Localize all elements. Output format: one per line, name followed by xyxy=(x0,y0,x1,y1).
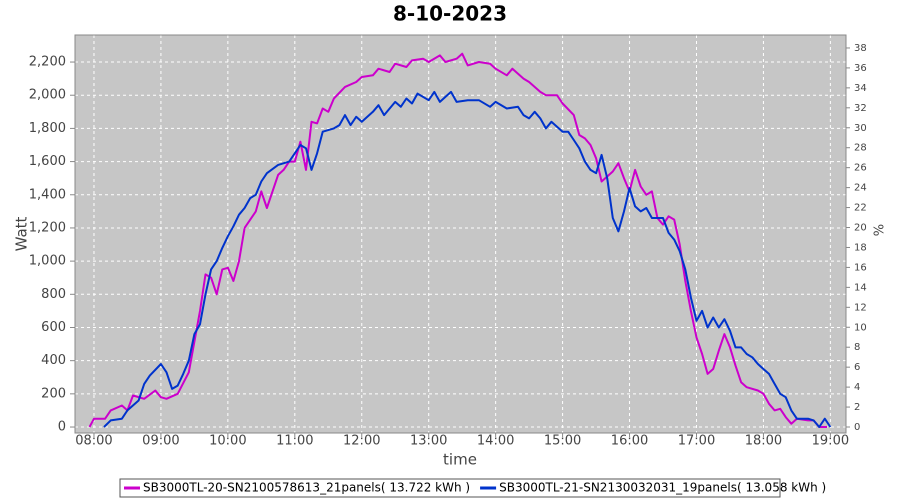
grid xyxy=(75,35,846,433)
x-tick-label: 09:00 xyxy=(142,434,179,449)
y2-tick-label: 14 xyxy=(854,282,867,293)
y-tick-label: 2,200 xyxy=(29,55,66,70)
y2-tick-label: 0 xyxy=(854,422,860,433)
y2-tick-label: 32 xyxy=(854,103,867,114)
chart-title: 8-10-2023 xyxy=(393,2,507,26)
y2-tick-label: 10 xyxy=(854,322,867,333)
y2-tick-label: 34 xyxy=(854,83,867,94)
y-tick-label: 1,400 xyxy=(29,187,66,202)
y-tick-label: 600 xyxy=(41,320,66,335)
y2-tick-label: 2 xyxy=(854,402,860,413)
x-tick-label: 13:00 xyxy=(410,434,447,449)
series-line xyxy=(88,52,827,428)
y2-tick-label: 26 xyxy=(854,163,867,174)
x-tick-label: 19:00 xyxy=(812,434,849,449)
y-tick-label: 800 xyxy=(41,287,66,302)
legend-label: SB3000TL-21-SN2130032031_19panels( 13.05… xyxy=(499,481,826,495)
y2-tick-label: 22 xyxy=(854,203,867,214)
y-tick-label: 200 xyxy=(41,386,66,401)
legend-label: SB3000TL-20-SN2100578613_21panels( 13.72… xyxy=(143,481,470,495)
y2-tick-label: 30 xyxy=(854,123,867,134)
y2-tick-label: 24 xyxy=(854,183,867,194)
y2-tick-label: 18 xyxy=(854,242,867,253)
series-line xyxy=(103,90,832,428)
legend xyxy=(119,478,781,498)
y-tick-label: 0 xyxy=(58,420,66,435)
y2-tick-label: 6 xyxy=(854,362,860,373)
x-tick-label: 16:00 xyxy=(611,434,648,449)
y2-tick-label: 38 xyxy=(854,43,867,54)
lines xyxy=(88,52,832,428)
y2-axis-label: % xyxy=(873,224,888,236)
y2-tick-label: 36 xyxy=(854,63,867,74)
x-tick-label: 14:00 xyxy=(477,434,514,449)
y2-tick-label: 28 xyxy=(854,143,867,154)
y-tick-label: 1,800 xyxy=(29,121,66,136)
x-tick-label: 12:00 xyxy=(343,434,380,449)
y-tick-label: 2,000 xyxy=(29,88,66,103)
y2-tick-label: 4 xyxy=(854,382,860,393)
y2-tick-label: 20 xyxy=(854,223,867,234)
x-tick-label: 17:00 xyxy=(678,434,715,449)
plot-border xyxy=(74,34,847,434)
y2-tick-label: 8 xyxy=(854,342,860,353)
y-tick-label: 1,000 xyxy=(29,254,66,269)
y-axis-label: Watt xyxy=(13,216,31,251)
x-tick-label: 11:00 xyxy=(276,434,313,449)
y-tick-label: 1,600 xyxy=(29,154,66,169)
y2-tick-label: 12 xyxy=(854,302,867,313)
y2-tick-label: 16 xyxy=(854,262,867,273)
x-axis-label: time xyxy=(443,451,477,469)
x-tick-label: 10:00 xyxy=(209,434,246,449)
x-tick-label: 08:00 xyxy=(75,434,112,449)
y-tick-label: 1,200 xyxy=(29,220,66,235)
plot-area xyxy=(75,35,846,433)
y-tick-label: 400 xyxy=(41,353,66,368)
x-tick-label: 18:00 xyxy=(745,434,782,449)
x-tick-label: 15:00 xyxy=(544,434,581,449)
